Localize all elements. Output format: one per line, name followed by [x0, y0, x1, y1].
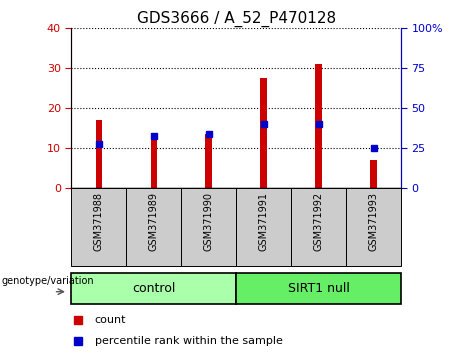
Text: percentile rank within the sample: percentile rank within the sample — [95, 336, 283, 346]
Text: GSM371992: GSM371992 — [313, 192, 324, 251]
Bar — [346, 188, 401, 266]
Bar — [95, 120, 102, 188]
Bar — [370, 160, 377, 188]
Text: GSM371991: GSM371991 — [259, 192, 269, 251]
Text: GSM371990: GSM371990 — [204, 192, 214, 251]
Bar — [71, 188, 126, 266]
Text: control: control — [132, 282, 176, 295]
Bar — [315, 64, 322, 188]
Bar — [181, 188, 236, 266]
Text: SIRT1 null: SIRT1 null — [288, 282, 349, 295]
Bar — [151, 136, 157, 188]
Bar — [236, 188, 291, 266]
Title: GDS3666 / A_52_P470128: GDS3666 / A_52_P470128 — [137, 11, 336, 27]
Bar — [291, 188, 346, 266]
Bar — [236, 273, 401, 304]
Bar — [71, 273, 236, 304]
Text: GSM371988: GSM371988 — [94, 192, 104, 251]
Bar — [260, 78, 267, 188]
Text: count: count — [95, 315, 126, 325]
Text: GSM371993: GSM371993 — [369, 192, 378, 251]
Bar — [206, 134, 212, 188]
Bar — [126, 188, 181, 266]
Text: GSM371989: GSM371989 — [149, 192, 159, 251]
Text: genotype/variation: genotype/variation — [1, 275, 94, 286]
